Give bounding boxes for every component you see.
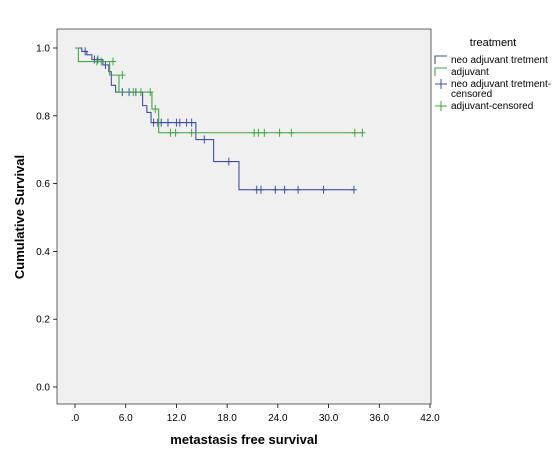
x-tick-label: 36.0: [370, 413, 390, 424]
legend-censor-swatch: [435, 79, 447, 89]
censor-mark: [272, 185, 279, 194]
y-tick-label: 0.8: [36, 111, 50, 122]
legend-label: adjuvant: [451, 67, 489, 78]
censor-mark: [183, 118, 190, 127]
legend-line-swatch: [434, 67, 447, 76]
x-tick-label: 18.0: [217, 413, 237, 424]
legend-label: adjuvant-censored: [451, 101, 533, 112]
legend-title: treatment: [470, 37, 516, 49]
y-tick-label: 0.2: [36, 315, 50, 326]
x-tick-label: 42.0: [420, 413, 440, 424]
censor-mark: [110, 57, 117, 66]
y-tick-label: 0.0: [36, 383, 50, 394]
censor-mark: [351, 128, 358, 137]
legend-entry: adjuvant-censored: [435, 101, 533, 112]
censor-mark: [137, 88, 144, 97]
censor-mark: [94, 55, 101, 64]
y-tick-label: 1.0: [36, 44, 50, 55]
x-tick-label: 6.0: [119, 413, 133, 424]
censor-mark: [147, 88, 154, 97]
axes-layer: .0 6.0 12.0 18.0 24.0 30.0 36.0 42.0 0.0 0.2 0.4 0.…: [36, 44, 440, 425]
legend-line-swatch: [434, 55, 447, 64]
censor-mark: [359, 128, 366, 137]
censor-mark: [188, 128, 195, 137]
censor-mark: [82, 47, 89, 56]
legend-label: neo adjuvant tretment: [451, 55, 548, 66]
censor-mark: [281, 185, 288, 194]
censor-mark: [172, 128, 179, 137]
censor-mark: [255, 128, 262, 137]
legend-entry: neo adjuvant tretment-censored: [435, 79, 551, 100]
x-axis-title: metastasis free survival: [170, 432, 317, 447]
censor-mark: [261, 128, 268, 137]
censor-mark: [225, 157, 232, 166]
censor-mark: [276, 128, 283, 137]
censor-mark: [102, 60, 109, 69]
legend-entry: neo adjuvant tretment: [434, 55, 548, 66]
censor-mark: [295, 185, 302, 194]
censor-mark: [320, 185, 327, 194]
censor-mark: [164, 118, 171, 127]
censor-mark: [130, 88, 137, 97]
censor-mark: [257, 185, 264, 194]
legend-censor-swatch: [435, 101, 447, 111]
censor-mark: [152, 105, 159, 114]
censor-mark: [201, 135, 208, 144]
censor-mark: [98, 57, 105, 66]
censor-mark: [288, 128, 295, 137]
censor-mark: [350, 185, 357, 194]
legend-entry: adjuvant: [434, 67, 489, 78]
legend-label: neo adjuvant tretment-: [451, 79, 551, 90]
x-tick-label: 24.0: [268, 413, 288, 424]
y-axis-title: Cumulative Survival: [12, 155, 27, 279]
y-tick-label: 0.4: [36, 247, 50, 258]
series-layer: [75, 47, 366, 194]
x-tick-label: 30.0: [319, 413, 339, 424]
censor-mark: [167, 128, 174, 137]
x-tick-label: 12.0: [167, 413, 187, 424]
censor-mark: [119, 71, 126, 80]
censor-mark: [176, 118, 183, 127]
legend: treatment neo adjuvant tretmentadjuvantn…: [434, 37, 551, 112]
x-tick-label: .0: [71, 413, 80, 424]
censor-mark: [188, 118, 195, 127]
series-group: [75, 47, 366, 137]
survival-step-line: [75, 47, 363, 134]
legend-label: censored: [451, 89, 492, 100]
y-tick-label: 0.6: [36, 179, 50, 190]
